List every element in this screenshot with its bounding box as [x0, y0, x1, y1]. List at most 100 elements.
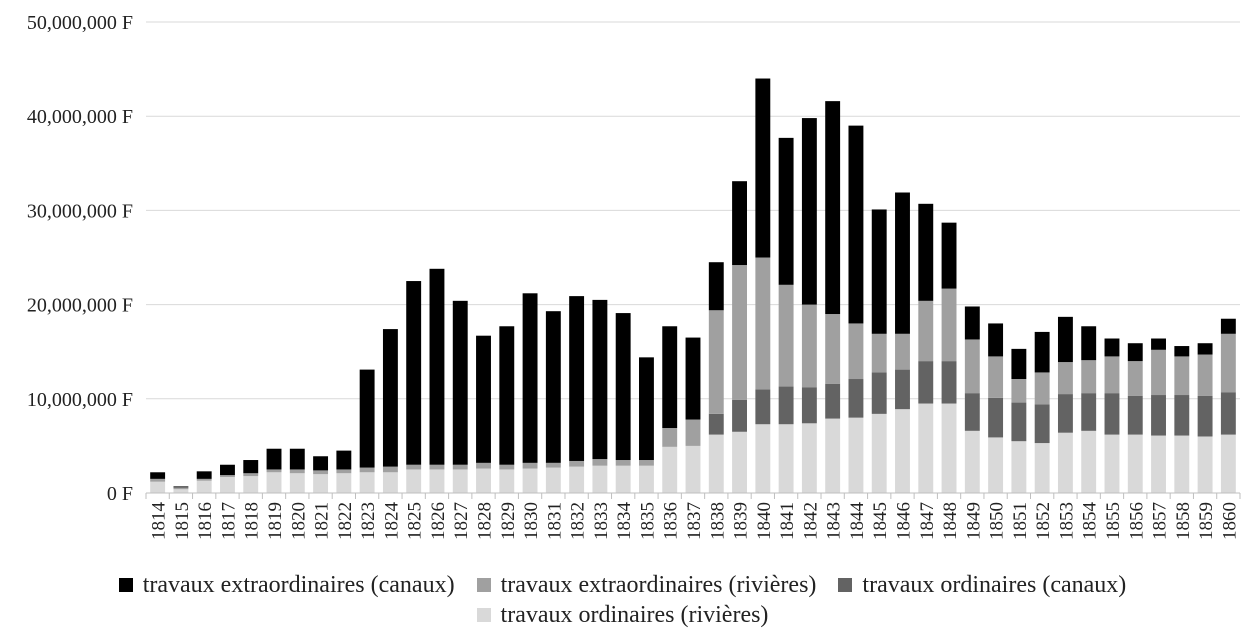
x-tick-label: 1815 — [172, 502, 193, 540]
bar-segment-1846-2 — [895, 333, 910, 370]
bar-segment-1850-1 — [988, 397, 1004, 438]
x-tick-label: 1816 — [195, 502, 216, 540]
gridlines — [146, 21, 1240, 400]
bar-segment-1818-2 — [243, 473, 259, 477]
bar-segment-1850-0 — [988, 437, 1004, 493]
bar-segment-1823-0 — [359, 472, 375, 493]
x-tick-label: 1839 — [731, 502, 752, 540]
bar-segment-1815-2 — [173, 487, 189, 490]
bar-segment-1857-2 — [1151, 349, 1166, 396]
bar-segment-1843-1 — [825, 383, 841, 419]
bar-segment-1842-3 — [801, 118, 817, 305]
bar-segment-1857-0 — [1151, 435, 1166, 493]
bar-segment-1842-1 — [801, 387, 817, 424]
bar-segment-1837-0 — [685, 445, 701, 493]
bar-segment-1829-2 — [499, 464, 515, 470]
bar-segment-1843-2 — [825, 314, 841, 384]
x-tick-label: 1843 — [824, 502, 845, 540]
bar-segment-1814-3 — [150, 472, 166, 479]
bar-segment-1860-0 — [1220, 434, 1236, 493]
bar-segment-1857-3 — [1151, 338, 1166, 350]
bar-segment-1830-3 — [522, 293, 538, 463]
bar-segment-1840-3 — [755, 78, 771, 258]
x-tick-label: 1848 — [940, 502, 961, 540]
bar-segment-1838-3 — [708, 262, 724, 311]
bar-segment-1834-0 — [615, 465, 631, 493]
legend-item-extraordinaires-rivieres: travaux extraordinaires (rivières) — [476, 570, 817, 600]
bar-segment-1838-0 — [708, 434, 724, 493]
bar-segment-1847-1 — [918, 361, 934, 404]
bar-segment-1848-2 — [941, 288, 957, 362]
bar-segment-1845-1 — [871, 372, 887, 414]
bar-segment-1823-2 — [359, 467, 375, 473]
bar-segment-1817-0 — [220, 476, 235, 493]
legend-swatch — [476, 578, 491, 592]
bar-segment-1831-2 — [545, 462, 561, 468]
bar-segment-1856-3 — [1127, 343, 1143, 362]
bar-segment-1818-0 — [243, 476, 259, 493]
bar-segment-1856-2 — [1127, 361, 1143, 396]
bar-segment-1824-0 — [382, 472, 398, 493]
legend-row-1: travaux extraordinaires (canaux) travaux… — [0, 570, 1245, 600]
x-tick-label: 1845 — [870, 502, 891, 540]
x-tick-label: 1849 — [963, 502, 984, 540]
x-tick-label: 1830 — [521, 502, 542, 540]
y-axis-tick-labels: 0 F 10,000,000 F 20,000,000 F 30,000,000 F 4… — [27, 12, 133, 505]
x-tick-label: 1827 — [451, 502, 472, 540]
bars — [150, 78, 1236, 493]
bar-segment-1849-3 — [964, 306, 980, 340]
bar-segment-1848-1 — [941, 361, 957, 404]
bar-segment-1845-3 — [871, 209, 887, 334]
x-tick-label: 1822 — [335, 502, 356, 540]
x-tick-label: 1817 — [218, 502, 239, 540]
x-tick-label: 1855 — [1103, 502, 1124, 540]
x-tick-label: 1854 — [1080, 502, 1101, 541]
x-tick-label: 1852 — [1033, 502, 1054, 540]
bar-segment-1816-3 — [196, 471, 212, 479]
bar-segment-1822-0 — [336, 473, 352, 493]
legend-label: travaux extraordinaires (rivières) — [500, 572, 817, 598]
x-tick-label: 1829 — [498, 502, 519, 540]
bar-segment-1852-3 — [1034, 331, 1050, 373]
bar-segment-1841-2 — [778, 284, 794, 387]
bar-segment-1821-3 — [313, 456, 329, 471]
bar-segment-1814-2 — [150, 478, 166, 482]
bar-segment-1827-3 — [452, 300, 468, 465]
x-tick-label: 1834 — [614, 502, 635, 541]
bar-segment-1837-3 — [685, 337, 701, 420]
x-tick-label: 1821 — [312, 502, 333, 540]
bar-segment-1839-0 — [732, 431, 747, 493]
bar-segment-1860-3 — [1220, 318, 1236, 334]
bar-segment-1849-1 — [964, 393, 980, 431]
bar-segment-1855-3 — [1104, 338, 1120, 357]
y-tick-label: 30,000,000 F — [27, 200, 133, 222]
bar-segment-1815-3 — [173, 486, 189, 488]
x-tick-label: 1841 — [777, 502, 798, 540]
legend-swatch — [476, 608, 491, 622]
x-tick-label: 1858 — [1173, 502, 1194, 540]
bar-segment-1819-0 — [266, 472, 282, 493]
bar-segment-1822-3 — [336, 450, 352, 470]
bar-segment-1830-0 — [522, 468, 538, 493]
bar-segment-1832-3 — [569, 296, 585, 461]
bar-segment-1843-3 — [825, 101, 841, 315]
x-tick-label: 1847 — [917, 502, 938, 540]
x-tick-label: 1814 — [149, 502, 170, 541]
bar-segment-1846-1 — [895, 369, 910, 410]
y-tick-label: 0 F — [107, 483, 133, 505]
x-tick-label: 1856 — [1126, 502, 1147, 540]
bar-segment-1839-3 — [732, 181, 747, 266]
bar-segment-1824-3 — [382, 329, 398, 467]
bar-segment-1853-3 — [1057, 316, 1073, 363]
bar-segment-1844-0 — [848, 417, 864, 493]
x-tick-label: 1826 — [428, 502, 449, 540]
bar-segment-1832-2 — [569, 460, 585, 467]
y-tick-label: 10,000,000 F — [27, 389, 133, 411]
x-tick-label: 1853 — [1056, 502, 1077, 540]
bar-segment-1854-0 — [1081, 430, 1097, 493]
legend-label: travaux ordinaires (rivières) — [500, 602, 769, 628]
legend-item-ordinaires-rivieres: travaux ordinaires (rivières) — [476, 600, 769, 630]
bar-segment-1827-2 — [452, 464, 468, 470]
y-tick-label: 50,000,000 F — [27, 12, 133, 34]
